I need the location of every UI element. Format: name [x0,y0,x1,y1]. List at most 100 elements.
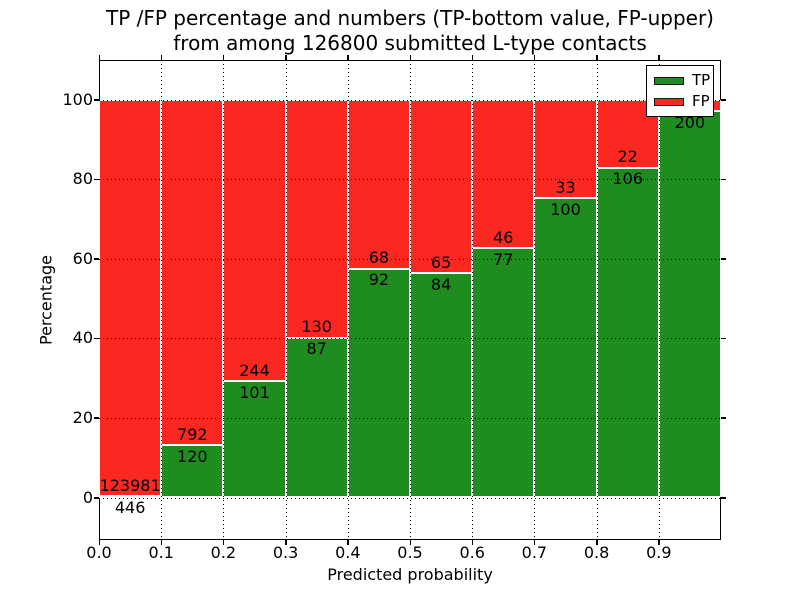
grid-line-vertical [534,60,536,540]
x-tick-top [533,55,536,60]
grid-line-vertical [285,60,287,540]
bar-segment-fp [99,99,162,497]
fp-count-label: 65 [430,252,452,272]
grid-line-horizontal [99,258,721,260]
fp-count-label: 46 [493,227,514,247]
legend-label-fp: FP [692,92,710,110]
plot-area: TP FP 123981 446 792 120 244 101 130 87 68 92 65 84… [62,55,726,562]
chart-title-line2: from among 126800 submitted L-type conta… [173,31,647,55]
fp-count-label: 33 [555,177,576,197]
y-tick-left [94,178,99,181]
x-tick-label: 0.7 [521,543,548,562]
x-tick-bottom [596,540,598,545]
x-tick-top [285,55,287,60]
legend: TP FP [646,65,714,117]
x-tick-label: 0.0 [86,543,112,562]
tp-count-label: 77 [493,249,514,269]
y-tick-label: 0 [82,487,93,507]
y-tick-right [721,337,726,340]
x-axis-label: Predicted probability [327,565,493,584]
x-tick-label: 0.3 [272,543,299,562]
tp-count-label: 87 [306,339,327,359]
y-axis-label: Percentage [36,254,56,346]
x-tick-bottom [160,540,163,545]
chart-title-line1: TP /FP percentage and numbers (TP-bottom… [106,6,714,30]
y-tick-label: 80 [72,169,93,189]
y-tick-label: 100 [62,89,93,109]
y-tick-right [721,258,726,260]
x-tick-top [347,55,349,60]
fp-count-label: 22 [617,147,638,167]
x-tick-bottom [471,540,474,545]
bar-segment-tp [472,248,535,498]
tp-count-label: 446 [114,497,146,517]
fp-count-label: 244 [239,360,270,380]
bar-segment-fp [347,99,410,269]
x-tick-bottom [285,540,287,545]
tp-count-label: 120 [177,446,208,466]
x-tick-bottom [347,540,349,545]
grid-line-horizontal [99,497,721,499]
grid-line-vertical [658,60,660,540]
y-tick-right [721,497,726,499]
bar-segment-fp [410,99,473,274]
tp-count-label: 200 [674,112,706,132]
y-tick-left [94,497,99,499]
x-tick-bottom [409,540,411,545]
y-tick-left [94,258,99,260]
bar-segment-fp [472,99,535,249]
x-tick-label: 0.5 [397,543,423,562]
x-tick-label: 0.9 [646,543,672,562]
grid-line-vertical [410,60,411,540]
x-tick-bottom [658,540,660,545]
y-tick-right [721,417,726,419]
bar-segment-tp [410,273,473,498]
bar-segment-tp [285,337,348,498]
y-tick-label: 20 [72,407,93,427]
x-tick-label: 0.1 [148,543,174,562]
y-tick-left [94,337,99,340]
x-tick-label: 0.2 [210,543,237,562]
x-tick-top [160,55,163,60]
x-tick-label: 0.4 [335,543,361,562]
grid-line-horizontal [99,99,721,101]
x-tick-top [98,55,100,60]
fp-count-label: 123981 [99,475,161,495]
x-tick-top [409,55,411,60]
bar-segment-fp [285,99,348,338]
x-tick-label: 0.6 [459,543,485,562]
x-tick-bottom [98,540,100,545]
bar-segment-tp [534,198,597,498]
grid-line-horizontal [99,417,721,419]
tp-count-label: 84 [430,274,452,294]
x-tick-top [596,55,598,60]
grid-line-vertical [596,60,598,540]
x-tick-top [658,55,660,60]
legend-row-tp: TP [654,70,713,91]
tp-count-label: 101 [239,382,270,402]
y-tick-label: 40 [72,328,93,348]
grid-line-horizontal [99,179,721,181]
bar-segment-tp [658,111,721,498]
grid-line-vertical [347,60,349,540]
y-tick-right [721,178,726,181]
fp-count-label: 792 [177,424,208,444]
y-tick-left [94,99,99,101]
grid-line-vertical [223,60,225,540]
fp-count-label: 68 [368,248,390,268]
legend-row-fp: FP [654,91,713,112]
tp-count-label: 106 [612,169,643,189]
tp-swatch-icon [654,76,684,85]
tp-count-label: 100 [550,199,581,219]
x-tick-bottom [222,540,225,545]
bar-segment-fp [161,99,224,446]
grid-line-vertical [472,60,474,540]
x-tick-top [471,55,474,60]
grid-line-vertical [161,60,163,540]
fp-count-label: 130 [301,317,332,337]
grid-line-horizontal [99,338,721,340]
y-tick-left [94,417,99,419]
fp-swatch-icon [654,97,684,106]
bar-segment-fp [223,99,286,381]
